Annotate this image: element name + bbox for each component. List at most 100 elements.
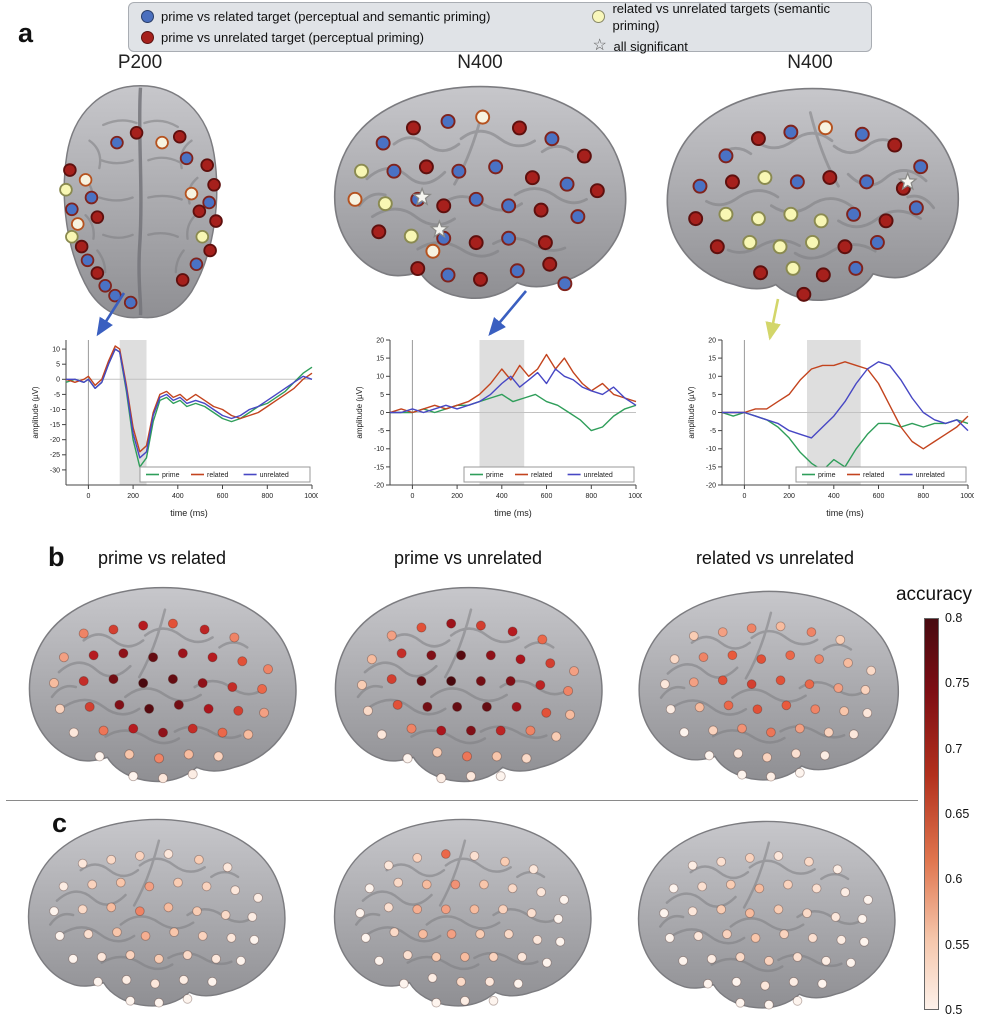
arrow-svg bbox=[488, 290, 527, 336]
panel-b-title-1: prime vs related bbox=[97, 548, 227, 568]
brain-title-n400-left: N400 bbox=[457, 52, 503, 73]
svg-text:10: 10 bbox=[376, 374, 384, 381]
svg-text:20: 20 bbox=[376, 337, 384, 344]
brain-a2-lateral bbox=[318, 76, 643, 314]
erp-plot-n400-right: 0 200 400 600 800 1000 20 15 10 5 0 -5 -10 -15 -20 prim… bbox=[684, 334, 974, 519]
svg-text:800: 800 bbox=[585, 493, 597, 500]
brain-a3-lateral bbox=[650, 78, 975, 316]
svg-text:prime: prime bbox=[818, 472, 836, 479]
figure-legend: prime vs related target (perceptual and … bbox=[128, 0, 872, 55]
svg-text:-25: -25 bbox=[50, 452, 60, 459]
brain-a1-topview bbox=[38, 72, 243, 327]
panel-a-label: a bbox=[18, 18, 34, 48]
star-icon: ☆ bbox=[592, 37, 607, 54]
colorbar-tick-label: 0.7 bbox=[945, 741, 963, 756]
arrow-a1-icon bbox=[86, 290, 138, 340]
svg-text:-20: -20 bbox=[374, 482, 384, 489]
panel-divider bbox=[6, 800, 918, 801]
brain-svg bbox=[28, 586, 297, 784]
colorbar-tick-label: 0.5 bbox=[945, 1003, 963, 1017]
svg-text:400: 400 bbox=[828, 493, 840, 500]
brain-svg bbox=[638, 590, 899, 782]
brain-title-n400-right: N400 bbox=[787, 52, 833, 73]
svg-text:15: 15 bbox=[708, 356, 716, 363]
legend-label: all significant bbox=[613, 38, 688, 54]
panel-b-title-3: related vs unrelated bbox=[695, 548, 855, 568]
svg-text:prime: prime bbox=[486, 472, 504, 479]
svg-text:related: related bbox=[207, 472, 229, 479]
erp-svg: 0 200 400 600 800 1000 20 15 10 5 0 -5 -10 -15 -20 prim… bbox=[355, 337, 642, 518]
svg-text:-10: -10 bbox=[706, 446, 716, 453]
colorbar-tick-label: 0.75 bbox=[945, 676, 970, 691]
brain-svg bbox=[637, 820, 896, 1010]
svg-text:-5: -5 bbox=[378, 428, 384, 435]
legend-column-1: prime vs related target (perceptual and … bbox=[141, 8, 568, 46]
svg-text:1000: 1000 bbox=[960, 493, 974, 500]
svg-text:-20: -20 bbox=[706, 482, 716, 489]
svg-text:800: 800 bbox=[917, 493, 929, 500]
colorbar-tick-label: 0.65 bbox=[945, 807, 970, 821]
svg-text:600: 600 bbox=[541, 493, 553, 500]
svg-text:related: related bbox=[863, 472, 885, 479]
svg-text:0: 0 bbox=[712, 410, 716, 417]
svg-text:-20: -20 bbox=[50, 437, 60, 444]
svg-text:200: 200 bbox=[783, 493, 795, 500]
legend-item-prime-unrelated: prime vs unrelated target (perceptual pr… bbox=[141, 29, 568, 46]
brain-svg bbox=[666, 87, 960, 302]
arrow-a2-icon bbox=[472, 288, 534, 340]
svg-text:0: 0 bbox=[86, 493, 90, 500]
svg-text:5: 5 bbox=[56, 362, 60, 369]
erp-svg: 0 200 400 600 800 1000 20 15 10 5 0 -5 -10 -15 -20 prim… bbox=[687, 337, 974, 518]
legend-column-2: related vs unrelated targets (semantic p… bbox=[592, 0, 859, 55]
svg-text:-15: -15 bbox=[50, 422, 60, 429]
colorbar-tick-label: 0.8 bbox=[945, 611, 963, 625]
colorbar-ticks: 0.8 0.75 0.7 0.65 0.6 0.55 0.5 bbox=[945, 611, 983, 1017]
svg-text:-15: -15 bbox=[374, 464, 384, 471]
erp-plot-n400-left: 0 200 400 600 800 1000 20 15 10 5 0 -5 -10 -15 -20 prim… bbox=[352, 334, 642, 519]
yellow-dot-icon bbox=[592, 10, 606, 23]
svg-text:10: 10 bbox=[52, 347, 60, 354]
brain-svg bbox=[59, 84, 223, 319]
svg-text:amplitude (µV): amplitude (µV) bbox=[355, 386, 364, 439]
brain-c2 bbox=[320, 810, 606, 1020]
svg-text:-5: -5 bbox=[54, 392, 60, 399]
svg-text:-10: -10 bbox=[374, 446, 384, 453]
brain-svg bbox=[334, 586, 603, 784]
svg-text:prime: prime bbox=[162, 472, 180, 479]
brain-svg bbox=[333, 818, 592, 1008]
svg-text:-30: -30 bbox=[50, 467, 60, 474]
legend-label: prime vs unrelated target (perceptual pr… bbox=[161, 30, 425, 45]
svg-text:unrelated: unrelated bbox=[260, 472, 289, 479]
panel-c-label: c bbox=[52, 808, 68, 838]
brain-title-p200: P200 bbox=[117, 52, 163, 73]
svg-text:time (ms): time (ms) bbox=[170, 508, 208, 518]
erp-plot-p200: 0 200 400 600 800 1000 10 5 0 -5 -10 -15 -20 -25 -30 pr… bbox=[28, 334, 318, 519]
legend-item-related-unrelated: related vs unrelated targets (semantic p… bbox=[592, 0, 859, 34]
svg-text:unrelated: unrelated bbox=[584, 472, 613, 479]
brain-b1 bbox=[14, 578, 312, 796]
svg-text:0: 0 bbox=[410, 493, 414, 500]
svg-text:unrelated: unrelated bbox=[916, 472, 945, 479]
svg-text:related: related bbox=[531, 472, 553, 479]
legend-label: related vs unrelated targets (semantic p… bbox=[612, 0, 830, 33]
panel-b-title-2: prime vs unrelated bbox=[393, 548, 543, 568]
svg-text:time (ms): time (ms) bbox=[826, 508, 864, 518]
svg-text:amplitude (µV): amplitude (µV) bbox=[687, 386, 696, 439]
colorbar-tick-label: 0.6 bbox=[945, 872, 963, 887]
svg-text:0: 0 bbox=[380, 410, 384, 417]
svg-text:600: 600 bbox=[217, 493, 229, 500]
brain-b2 bbox=[320, 578, 618, 796]
svg-text:amplitude (µV): amplitude (µV) bbox=[31, 386, 40, 439]
svg-text:200: 200 bbox=[127, 493, 139, 500]
brain-b3 bbox=[624, 582, 914, 794]
colorbar bbox=[924, 618, 939, 1010]
red-dot-icon bbox=[141, 31, 154, 44]
svg-text:10: 10 bbox=[708, 374, 716, 381]
svg-text:time (ms): time (ms) bbox=[494, 508, 532, 518]
arrow-svg bbox=[765, 298, 781, 341]
legend-item-prime-related: prime vs related target (perceptual and … bbox=[141, 8, 568, 25]
svg-text:-15: -15 bbox=[706, 464, 716, 471]
arrow-svg bbox=[96, 292, 126, 337]
brain-c1 bbox=[14, 810, 300, 1020]
svg-text:1000: 1000 bbox=[628, 493, 642, 500]
